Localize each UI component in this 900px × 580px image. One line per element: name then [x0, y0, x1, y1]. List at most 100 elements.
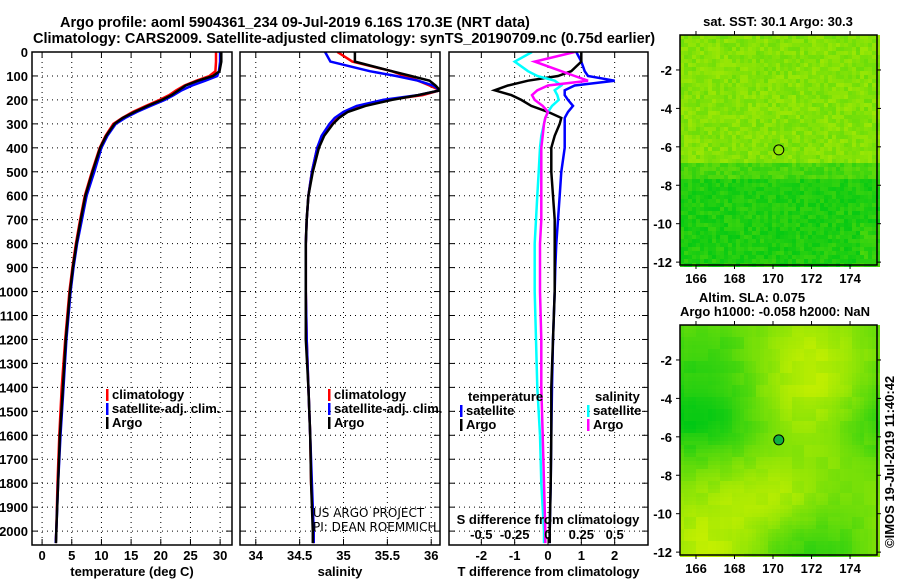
map-cell	[712, 361, 716, 365]
map-cell	[776, 87, 780, 91]
map-cell	[800, 251, 804, 255]
map-cell	[768, 425, 772, 429]
map-cell	[824, 131, 828, 135]
map-cell	[820, 43, 824, 47]
map-cell	[732, 143, 736, 147]
map-cell	[756, 195, 760, 199]
map-cell	[724, 337, 728, 341]
map-cell	[764, 195, 768, 199]
map-cell	[740, 235, 744, 239]
map-cell	[704, 389, 708, 393]
map-cell	[796, 47, 800, 51]
map-cell	[744, 91, 748, 95]
map-cell	[812, 43, 816, 47]
map-cell	[760, 139, 764, 143]
map-cell	[752, 143, 756, 147]
map-cell	[696, 369, 700, 373]
map-cell	[836, 219, 840, 223]
map-cell	[796, 67, 800, 71]
map-cell	[784, 51, 788, 55]
map-cell	[752, 111, 756, 115]
map-cell	[812, 337, 816, 341]
map-cell	[752, 63, 756, 67]
map-cell	[780, 325, 784, 329]
map-cell	[788, 175, 792, 179]
map-cell	[756, 107, 760, 111]
map-cell	[836, 95, 840, 99]
map-cell	[792, 381, 796, 385]
map-cell	[748, 167, 752, 171]
map-cell	[796, 357, 800, 361]
map-cell	[756, 191, 760, 195]
map-cell	[692, 325, 696, 329]
map-cell	[696, 183, 700, 187]
map-cell	[772, 99, 776, 103]
y-tick-label: 400	[6, 141, 28, 156]
map-cell	[856, 127, 860, 131]
map-cell	[744, 341, 748, 345]
map-cell	[764, 111, 768, 115]
map-cell	[788, 111, 792, 115]
map-cell	[788, 115, 792, 119]
map-cell	[784, 167, 788, 171]
map-cell	[860, 235, 864, 239]
map-cell	[716, 171, 720, 175]
map-cell	[860, 75, 864, 79]
map-cell	[680, 115, 684, 119]
map-cell	[740, 191, 744, 195]
map-cell	[712, 147, 716, 151]
map-cell	[700, 115, 704, 119]
map-cell	[772, 195, 776, 199]
map-cell	[720, 151, 724, 155]
map-cell	[824, 259, 828, 263]
map-cell	[832, 199, 836, 203]
map-cell	[832, 103, 836, 107]
map-cell	[796, 51, 800, 55]
map-cell	[704, 123, 708, 127]
legend-swatch	[587, 405, 590, 417]
map-cell	[684, 71, 688, 75]
map-cell	[788, 441, 792, 445]
map-cell	[756, 219, 760, 223]
map-cell	[820, 75, 824, 79]
map-cell	[784, 39, 788, 43]
map-cell	[800, 453, 804, 457]
x-tick-label: 1	[578, 548, 585, 563]
map-cell	[684, 187, 688, 191]
map-cell	[768, 453, 772, 457]
map-cell	[876, 111, 880, 115]
map-cell	[780, 433, 784, 437]
map-cell	[740, 219, 744, 223]
map-cell	[700, 365, 704, 369]
map-cell	[712, 203, 716, 207]
map-cell	[876, 235, 880, 239]
map-cell	[792, 159, 796, 163]
map-cell	[836, 409, 840, 413]
map-cell	[868, 55, 872, 59]
map-cell	[772, 91, 776, 95]
map-cell	[872, 239, 876, 243]
map-cell	[844, 425, 848, 429]
map-cell	[816, 139, 820, 143]
map-cell	[856, 409, 860, 413]
map-cell	[792, 215, 796, 219]
x-axis-label: salinity	[318, 564, 364, 579]
map-cell	[684, 357, 688, 361]
map-cell	[772, 175, 776, 179]
map-cell	[784, 111, 788, 115]
map-cell	[800, 247, 804, 251]
map-cell	[768, 215, 772, 219]
map-cell	[720, 103, 724, 107]
map-cell	[804, 373, 808, 377]
map-cell	[688, 333, 692, 337]
map-cell	[716, 35, 720, 39]
map-cell	[784, 235, 788, 239]
map-cell	[704, 51, 708, 55]
map-cell	[788, 211, 792, 215]
map-cell	[840, 167, 844, 171]
map-cell	[716, 333, 720, 337]
map-cell	[808, 417, 812, 421]
map-cell	[704, 353, 708, 357]
map-cell	[860, 377, 864, 381]
map-cell	[684, 79, 688, 83]
